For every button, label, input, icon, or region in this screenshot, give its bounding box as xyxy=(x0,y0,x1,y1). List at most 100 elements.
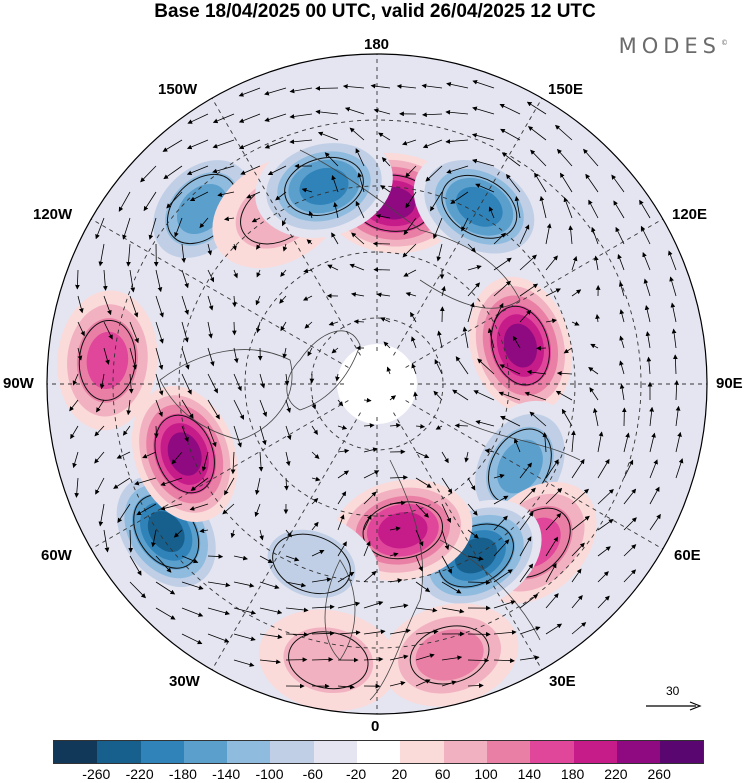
wind-vector xyxy=(337,630,361,636)
wind-vector xyxy=(74,477,80,498)
wind-vector xyxy=(649,459,658,479)
wind-vector xyxy=(207,347,215,367)
meridian-line xyxy=(393,97,543,356)
wind-vector xyxy=(363,601,384,609)
wind-vector xyxy=(116,451,131,459)
wind-vector xyxy=(238,113,261,123)
wind-vector xyxy=(212,165,235,174)
wind-vector xyxy=(70,425,79,440)
wind-vector xyxy=(207,399,220,420)
wind-vector xyxy=(615,226,625,245)
meridian-line xyxy=(90,400,349,550)
brand-text: MODES xyxy=(618,34,721,58)
wind-vector xyxy=(613,200,625,219)
wind-vector xyxy=(571,458,585,479)
wind-vector xyxy=(545,459,559,479)
wind-vector xyxy=(378,132,391,141)
wind-vector xyxy=(488,206,495,219)
wind-vector xyxy=(542,432,548,453)
wind-vector xyxy=(222,503,235,515)
wind-vector xyxy=(181,347,190,370)
wind-vector xyxy=(337,491,347,505)
wind-vector xyxy=(441,555,452,574)
wind-vector xyxy=(251,217,261,223)
wind-vector xyxy=(467,503,478,516)
wind-vector xyxy=(363,656,384,662)
wind-vector xyxy=(500,416,521,427)
wind-vector xyxy=(568,225,574,245)
wind-vector xyxy=(433,217,443,240)
wind-vector xyxy=(464,451,470,463)
wind-vector xyxy=(484,448,495,454)
wind-vector xyxy=(386,366,392,375)
wind-vector xyxy=(585,173,599,193)
wind-vector xyxy=(514,196,521,219)
wind-vector xyxy=(493,658,515,664)
colorbar-swatch xyxy=(660,741,704,763)
wind-vector xyxy=(534,172,547,193)
wind-vector xyxy=(467,555,484,561)
lon-label-90e: 90E xyxy=(716,375,743,392)
wind-vector xyxy=(595,314,600,323)
wind-vector xyxy=(331,232,339,245)
wind-vector xyxy=(434,358,443,375)
wind-vector xyxy=(415,581,431,593)
wind-vector xyxy=(493,539,510,557)
wind-vector xyxy=(337,541,347,557)
colorbar-swatch xyxy=(183,741,228,763)
wind-vector xyxy=(166,191,183,209)
wind-vector xyxy=(597,431,604,453)
wind-vector xyxy=(134,477,157,486)
wind-vector xyxy=(441,607,465,614)
wind-vector xyxy=(207,373,218,394)
wind-vector xyxy=(311,549,325,557)
wind-vector xyxy=(275,191,287,201)
wind-vector xyxy=(450,191,469,204)
lon-label-60e: 60E xyxy=(674,547,701,564)
wind-vector xyxy=(331,174,339,193)
anomaly-contour xyxy=(503,323,538,368)
wind-vector xyxy=(493,600,516,609)
wind-vector xyxy=(519,594,539,609)
wind-vector xyxy=(527,126,547,141)
wind-vector xyxy=(143,191,157,212)
wind-vector xyxy=(258,451,264,472)
meridian-line xyxy=(405,400,664,550)
wind-vector xyxy=(155,607,176,620)
colorbar-swatch xyxy=(573,741,617,763)
wind-vector xyxy=(77,321,85,337)
colorbar-tick-label: 140 xyxy=(517,766,541,782)
wind-vector xyxy=(589,387,599,401)
wind-vector xyxy=(415,555,423,572)
wind-vector xyxy=(441,503,451,524)
wind-vector xyxy=(389,500,406,506)
wind-vector xyxy=(136,503,157,516)
wind-vector xyxy=(422,139,443,149)
wind-vector xyxy=(160,503,183,511)
wind-vector xyxy=(285,632,309,637)
wind-vector xyxy=(597,488,614,505)
wind-vector xyxy=(199,217,209,229)
wind-vector xyxy=(445,109,469,115)
wind-vector xyxy=(285,399,291,413)
wind-vector xyxy=(289,113,313,119)
wind-vector xyxy=(231,321,237,336)
colorbar-swatch xyxy=(357,741,401,763)
wind-vector xyxy=(446,81,469,89)
wind-vector xyxy=(545,487,563,505)
wind-vector xyxy=(467,302,475,323)
wind-vector xyxy=(301,187,313,193)
wind-vector xyxy=(623,432,630,453)
wind-vector xyxy=(668,250,677,271)
wind-vector xyxy=(499,364,521,375)
wind-vector xyxy=(95,477,105,495)
wind-vectors xyxy=(69,79,684,690)
wind-vector xyxy=(311,657,334,662)
wind-vector xyxy=(493,302,504,323)
wind-vector xyxy=(403,269,417,277)
wind-vector xyxy=(240,165,261,175)
wind-vector xyxy=(246,191,261,199)
wind-vector xyxy=(545,623,563,635)
wind-vector xyxy=(212,139,235,149)
lon-label-150e: 150E xyxy=(548,81,584,98)
